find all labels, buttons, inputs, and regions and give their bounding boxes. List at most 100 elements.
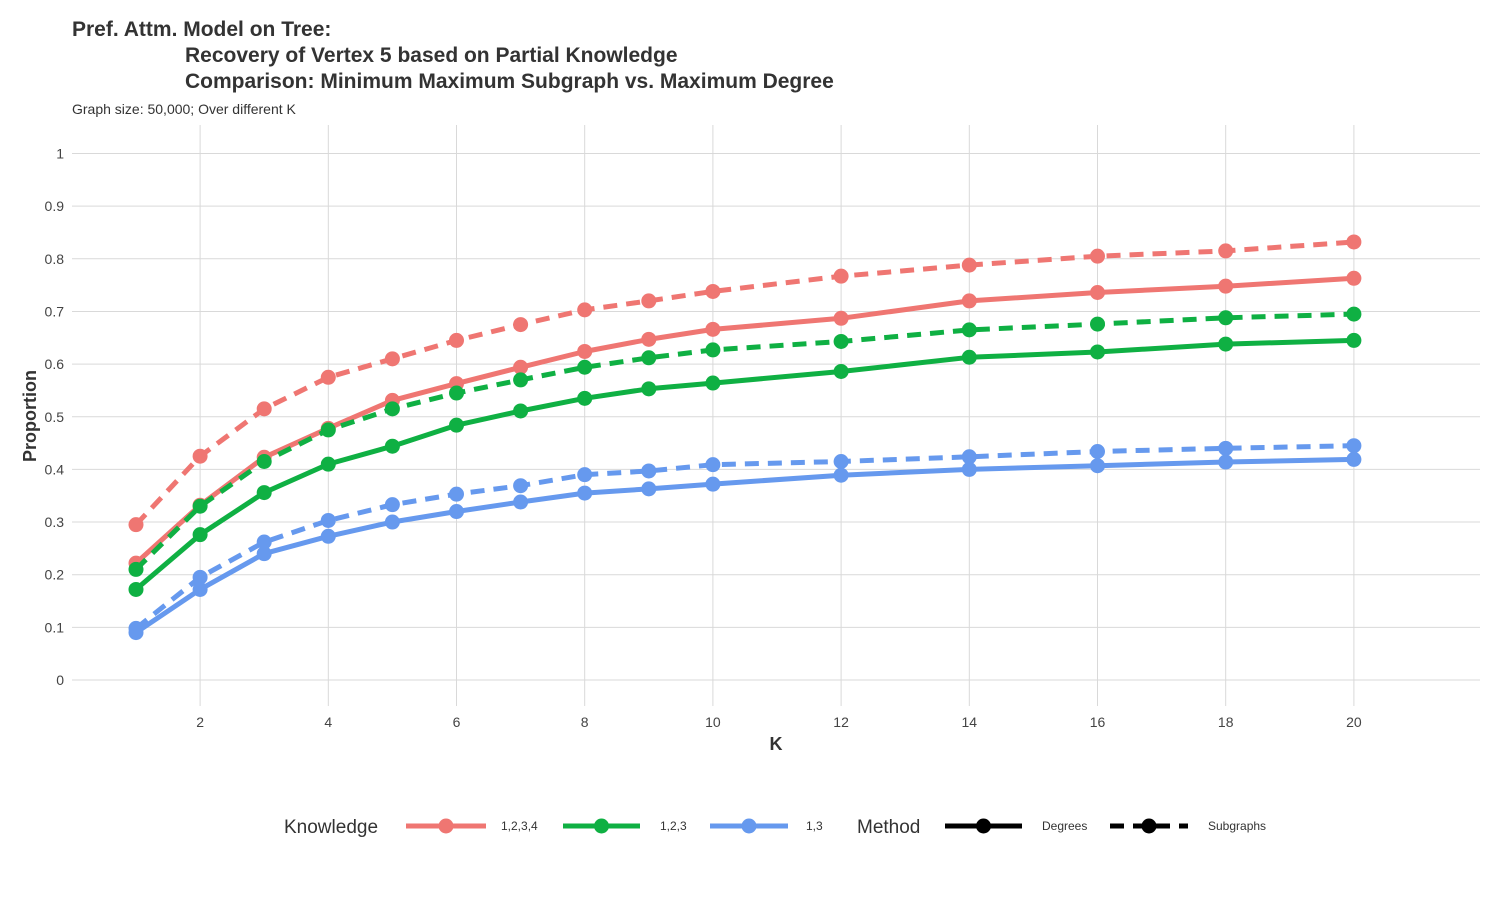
data-point (961, 461, 977, 477)
data-point (513, 317, 529, 333)
data-point (513, 478, 529, 494)
legend-knowledge-label: 1,2,3 (660, 819, 687, 833)
legend-method-marker (976, 818, 991, 834)
series-1-2-3-subgraphs (128, 306, 1362, 577)
legend-knowledge-marker (594, 818, 609, 834)
data-point (449, 486, 464, 502)
legend-method-label: Degrees (1042, 819, 1087, 833)
legend-method-item: Subgraphs (1110, 818, 1266, 834)
legend-method-item: Degrees (945, 818, 1087, 834)
data-point (384, 514, 400, 530)
data-point (192, 448, 208, 464)
data-point (320, 512, 336, 528)
data-point (833, 467, 849, 483)
data-point (1218, 310, 1234, 326)
legend-method-marker (1141, 818, 1157, 834)
x-tick-label: 8 (581, 714, 589, 730)
y-tick-label: 0 (56, 672, 64, 688)
data-point (449, 504, 464, 520)
data-point (320, 422, 336, 438)
data-point (1090, 458, 1105, 474)
data-point (384, 497, 400, 513)
y-tick-label: 1 (56, 146, 64, 162)
data-point (1218, 336, 1234, 352)
series-layer (128, 234, 1362, 641)
data-point (705, 375, 721, 391)
data-point (705, 283, 721, 299)
data-point (384, 401, 400, 417)
data-point (577, 302, 593, 318)
axis-layer: 00.10.20.30.40.50.60.70.80.912 4 6 8 10 12 14 1… (45, 146, 1362, 731)
data-point (449, 417, 464, 433)
y-tick-label: 0.7 (45, 303, 65, 319)
legend-knowledge-title: Knowledge (284, 817, 378, 838)
data-point (192, 527, 208, 543)
data-point (1090, 248, 1105, 264)
data-point (1090, 443, 1105, 459)
data-point (1090, 316, 1105, 332)
chart-title-line-2: Recovery of Vertex 5 based on Partial Kn… (185, 44, 678, 67)
series-1-3-subgraphs (128, 438, 1362, 636)
x-tick-label: 4 (324, 714, 332, 730)
data-point (577, 359, 593, 375)
data-point (384, 438, 400, 454)
data-point (641, 463, 657, 479)
x-tick-label: 18 (1218, 714, 1234, 730)
data-point (577, 485, 593, 501)
chart-subtitle: Graph size: 50,000; Over different K (72, 101, 296, 117)
data-point (1090, 284, 1105, 300)
data-point (513, 372, 529, 388)
data-point (1346, 234, 1362, 250)
series-1-2-3-degrees (128, 332, 1362, 597)
data-point (513, 403, 529, 419)
series-1-3-degrees (128, 451, 1362, 641)
data-point (577, 467, 593, 483)
data-point (961, 349, 977, 365)
legend-knowledge-label: 1,3 (806, 819, 823, 833)
data-point (513, 494, 529, 510)
x-tick-label: 2 (196, 714, 204, 730)
data-point (256, 546, 272, 562)
data-point (1346, 332, 1362, 348)
data-point (449, 332, 464, 348)
x-tick-label: 12 (833, 714, 849, 730)
data-point (833, 454, 849, 470)
legend-method-label: Subgraphs (1208, 819, 1266, 833)
data-point (641, 331, 657, 347)
y-tick-label: 0.1 (45, 619, 65, 635)
data-point (705, 476, 721, 492)
x-tick-label: 20 (1346, 714, 1362, 730)
data-point (128, 561, 144, 577)
legend-knowledge-marker (438, 818, 454, 834)
data-point (961, 293, 977, 309)
y-tick-label: 0.8 (45, 251, 65, 267)
data-point (641, 481, 657, 497)
data-point (128, 581, 144, 597)
legend: Knowledge 1,2,3,4 1,2,3 1,3 Method Degrees Sub… (284, 817, 1266, 838)
data-point (256, 485, 272, 501)
y-tick-label: 0.6 (45, 356, 65, 372)
y-tick-label: 0.3 (45, 514, 65, 530)
legend-method-title: Method (857, 817, 920, 838)
data-point (320, 528, 336, 544)
legend-knowledge-item: 1,3 (710, 818, 823, 834)
data-point (1218, 440, 1234, 456)
data-point (192, 569, 208, 585)
data-point (961, 322, 977, 338)
y-axis-label: Proportion (20, 370, 40, 462)
data-point (641, 350, 657, 366)
data-point (641, 293, 657, 309)
data-point (449, 385, 464, 401)
y-tick-label: 0.9 (45, 198, 65, 214)
data-point (705, 321, 721, 337)
legend-knowledge-label: 1,2,3,4 (501, 819, 538, 833)
x-tick-label: 14 (962, 714, 978, 730)
data-point (705, 457, 721, 473)
x-tick-label: 10 (705, 714, 721, 730)
y-tick-label: 0.5 (45, 409, 65, 425)
data-point (1346, 270, 1362, 286)
data-point (577, 343, 593, 359)
data-point (577, 390, 593, 406)
